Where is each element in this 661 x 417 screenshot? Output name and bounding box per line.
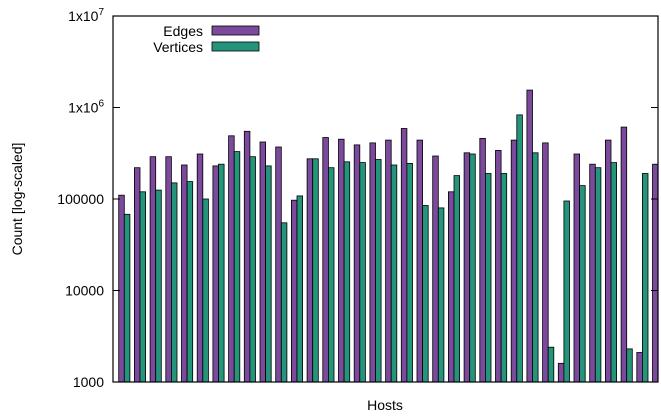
bar-vertices (186, 181, 194, 383)
bar-vertices (516, 114, 523, 383)
bar-edges (510, 139, 518, 383)
bars-layer (118, 89, 659, 383)
bar-edges (463, 152, 471, 383)
bar-vertices (422, 205, 429, 383)
bar-edges (526, 89, 533, 383)
bar-vertices (594, 167, 602, 383)
bar-edges (479, 137, 486, 383)
bar-edges (149, 156, 157, 383)
x-axis-label: Hosts (367, 397, 403, 413)
bar-vertices (123, 213, 131, 383)
bar-vertices (249, 156, 256, 383)
bar-vertices (579, 185, 586, 383)
bar-edges (447, 191, 455, 383)
bar-edges (652, 163, 659, 383)
bar-vertices (280, 222, 288, 383)
bar-vertices (453, 175, 460, 383)
bar-edges (165, 156, 172, 383)
bar-edges (605, 139, 612, 383)
bar-edges (353, 144, 361, 383)
bar-edges (573, 153, 580, 383)
bar-edges (290, 199, 298, 383)
bar-edges (385, 139, 392, 383)
bar-vertices (327, 167, 335, 383)
bar-edges (322, 137, 329, 383)
bar-edges (228, 135, 235, 383)
bar-edges (338, 138, 345, 383)
bar-vertices (437, 207, 445, 383)
bar-vertices (218, 163, 225, 383)
bar-edges (589, 163, 596, 383)
bar-edges (243, 130, 251, 383)
bar-edges (306, 158, 314, 383)
bar-vertices (359, 162, 366, 383)
bar-vertices (469, 153, 476, 383)
bar-vertices (312, 158, 319, 383)
y-axis: 1000 10000 100000 1x106 1x107 (57, 7, 658, 390)
bar-edges (495, 149, 502, 383)
legend-swatch-vertices (211, 41, 260, 52)
y-tick-label: 1x106 (68, 99, 104, 116)
legend-swatch-edges (211, 25, 260, 36)
bar-vertices (642, 173, 649, 383)
bar-edges (196, 153, 204, 383)
bar-edges (369, 142, 376, 383)
bar-vertices (547, 346, 555, 383)
bar-edges (259, 141, 266, 383)
legend-label-edges: Edges (163, 23, 203, 39)
bar-edges (416, 139, 423, 383)
bar-vertices (375, 159, 382, 383)
bar-vertices (233, 151, 241, 383)
bar-edges (118, 194, 125, 383)
y-tick-label: 10000 (65, 283, 104, 299)
bar-vertices (626, 348, 633, 383)
bar-vertices (265, 165, 272, 383)
bar-edges (542, 142, 549, 383)
y-axis-label: Count [log-scaled] (9, 143, 25, 256)
bar-vertices (139, 191, 146, 383)
bar-edges (557, 362, 565, 383)
bar-vertices (610, 162, 617, 383)
bar-edges (400, 128, 408, 383)
bar-vertices (500, 173, 508, 383)
legend-label-vertices: Vertices (153, 39, 203, 55)
bar-vertices (390, 164, 398, 383)
bar-edges (275, 146, 282, 383)
bar-edges (133, 167, 141, 383)
y-tick-label: 1000 (73, 374, 104, 390)
bar-vertices (343, 161, 351, 383)
bar-edges (181, 164, 188, 383)
bar-edges (620, 126, 628, 383)
bar-vertices (170, 182, 178, 383)
bar-edges (212, 165, 219, 383)
bar-vertices (296, 195, 303, 383)
y-tick-label: 100000 (57, 191, 104, 207)
bar-vertices (202, 198, 209, 383)
bar-vertices (484, 173, 492, 383)
y-tick-label: 1x107 (68, 7, 104, 24)
bar-vertices (563, 200, 570, 383)
bar-edges (432, 155, 439, 383)
bar-vertices (532, 152, 539, 383)
bar-vertices (406, 162, 413, 383)
bar-vertices (155, 189, 162, 383)
bar-edges (636, 352, 643, 383)
